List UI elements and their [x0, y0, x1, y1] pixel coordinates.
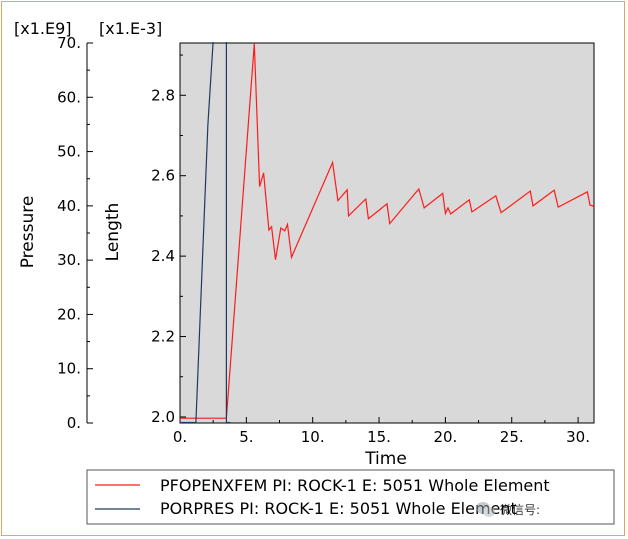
time-axis: 0. 5. 10. 15. 20. 25. 30. [173, 417, 590, 446]
pressure-axis-label: Pressure [18, 196, 38, 269]
pressure-tick-label: 10. [57, 360, 81, 378]
series-line-1 [180, 42, 231, 423]
legend-box [86, 469, 615, 525]
length-tick-label: 2.2 [151, 328, 175, 346]
time-tick-label: 30. [566, 428, 590, 446]
pressure-tick-label: 40. [57, 197, 81, 215]
pressure-tick-label: 20. [57, 305, 81, 323]
series-layer [180, 42, 594, 423]
pressure-multiplier: [x1.E9] [14, 19, 72, 38]
length-tick-label: 2.8 [151, 86, 175, 104]
time-tick-label: 0. [173, 428, 187, 446]
length-tick-label: 2.0 [151, 408, 175, 426]
time-axis-label: Time [364, 449, 407, 469]
pressure-tick-label: 70. [57, 34, 81, 52]
time-tick-label: 5. [239, 428, 253, 446]
time-tick-label: 20. [433, 428, 457, 446]
pressure-tick-label: 60. [57, 88, 81, 106]
series-line-0 [180, 43, 594, 419]
legend: PFOPENXFEM PI: ROCK-1 E: 5051 Whole Elem… [86, 469, 615, 525]
length-axis: 2.0 2.2 2.4 2.6 2.8 [151, 54, 186, 426]
time-tick-label: 15. [367, 428, 391, 446]
pressure-axis: 0. 10. 20. 30. 40. 50. 60. 70. [57, 34, 93, 432]
plot-area [179, 42, 595, 424]
pressure-tick-label: 0. [67, 414, 81, 432]
length-tick-label: 2.4 [151, 247, 175, 265]
time-tick-label: 10. [301, 428, 325, 446]
length-tick-label: 2.6 [151, 167, 175, 185]
pressure-tick-label: 50. [57, 143, 81, 161]
pressure-tick-label: 30. [57, 251, 81, 269]
time-tick-label: 25. [500, 428, 524, 446]
legend-label-porpres: PORPRES PI: ROCK-1 E: 5051 Whole Element [160, 499, 517, 518]
length-multiplier: [x1.E-3] [99, 19, 162, 38]
legend-label-pfopenxfem: PFOPENXFEM PI: ROCK-1 E: 5051 Whole Elem… [160, 476, 550, 495]
length-axis-label: Length [103, 203, 123, 262]
